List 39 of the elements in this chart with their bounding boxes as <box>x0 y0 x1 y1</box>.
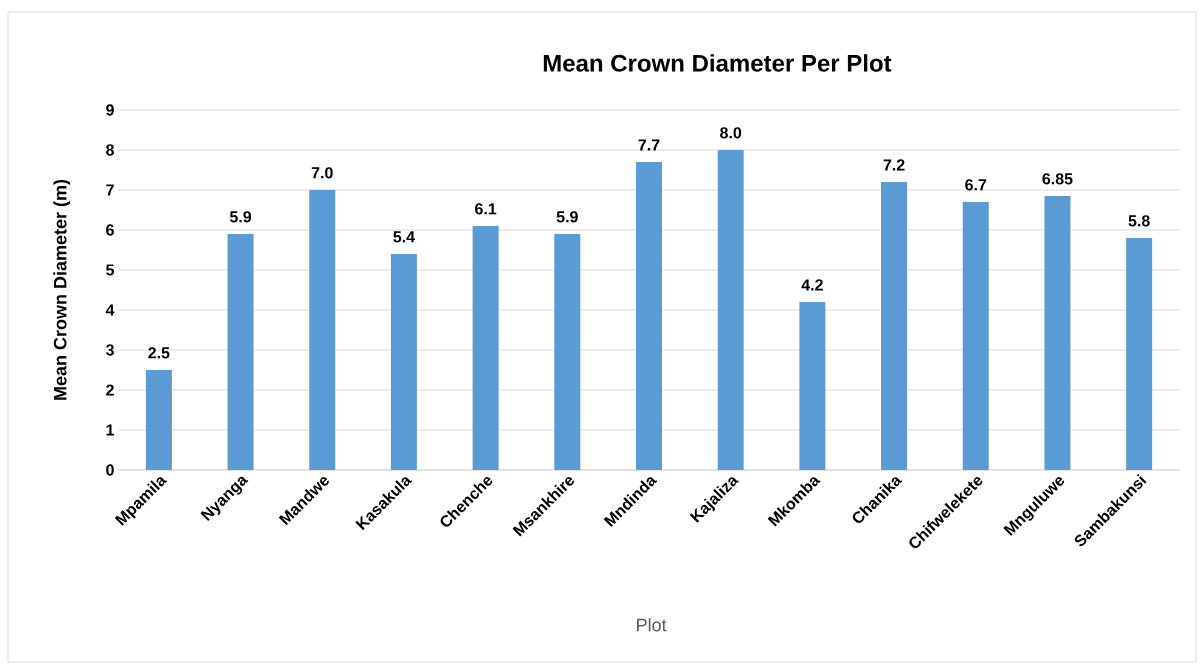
bar <box>390 253 417 470</box>
y-tick-label: 4 <box>105 304 115 316</box>
y-axis-title: Mean Crown Diameter (m) <box>53 179 71 400</box>
y-tick-label: 5 <box>106 264 115 276</box>
bar <box>717 149 744 470</box>
y-tick-label: 7 <box>106 184 114 196</box>
bar <box>962 201 989 470</box>
data-label: 2.5 <box>148 347 170 359</box>
bar <box>635 162 662 470</box>
chart-title: Mean Crown Diameter Per Plot <box>543 54 892 72</box>
data-label: 7.2 <box>883 159 905 171</box>
data-label: 8.0 <box>720 127 742 139</box>
bar <box>881 182 908 470</box>
y-tick-label: 2 <box>106 384 114 396</box>
bar <box>1044 195 1071 470</box>
data-label: 6.1 <box>475 203 497 215</box>
data-label: 5.9 <box>229 211 252 223</box>
y-tick-label: 3 <box>105 344 114 356</box>
data-label: 6.7 <box>965 179 987 191</box>
data-label: 5.4 <box>393 231 415 243</box>
bar <box>227 233 254 470</box>
bar <box>799 301 826 470</box>
data-label: 6.85 <box>1042 173 1073 185</box>
bar <box>554 233 581 470</box>
x-axis-title: Plot <box>637 618 667 632</box>
data-label: 5.9 <box>556 211 578 223</box>
bar <box>145 369 172 470</box>
bar <box>472 225 499 470</box>
y-tick-label: 9 <box>106 104 114 116</box>
y-tick-label: 0 <box>106 464 114 476</box>
y-tick-label: 1 <box>106 424 115 436</box>
bar <box>309 189 336 470</box>
y-tick-label: 8 <box>106 144 114 156</box>
y-tick-label: 6 <box>106 224 114 236</box>
bar <box>1126 237 1153 470</box>
data-label: 7.7 <box>638 139 660 151</box>
data-label: 5.8 <box>1128 215 1150 227</box>
data-label: 4.2 <box>801 279 823 291</box>
data-label: 7.0 <box>311 167 333 179</box>
